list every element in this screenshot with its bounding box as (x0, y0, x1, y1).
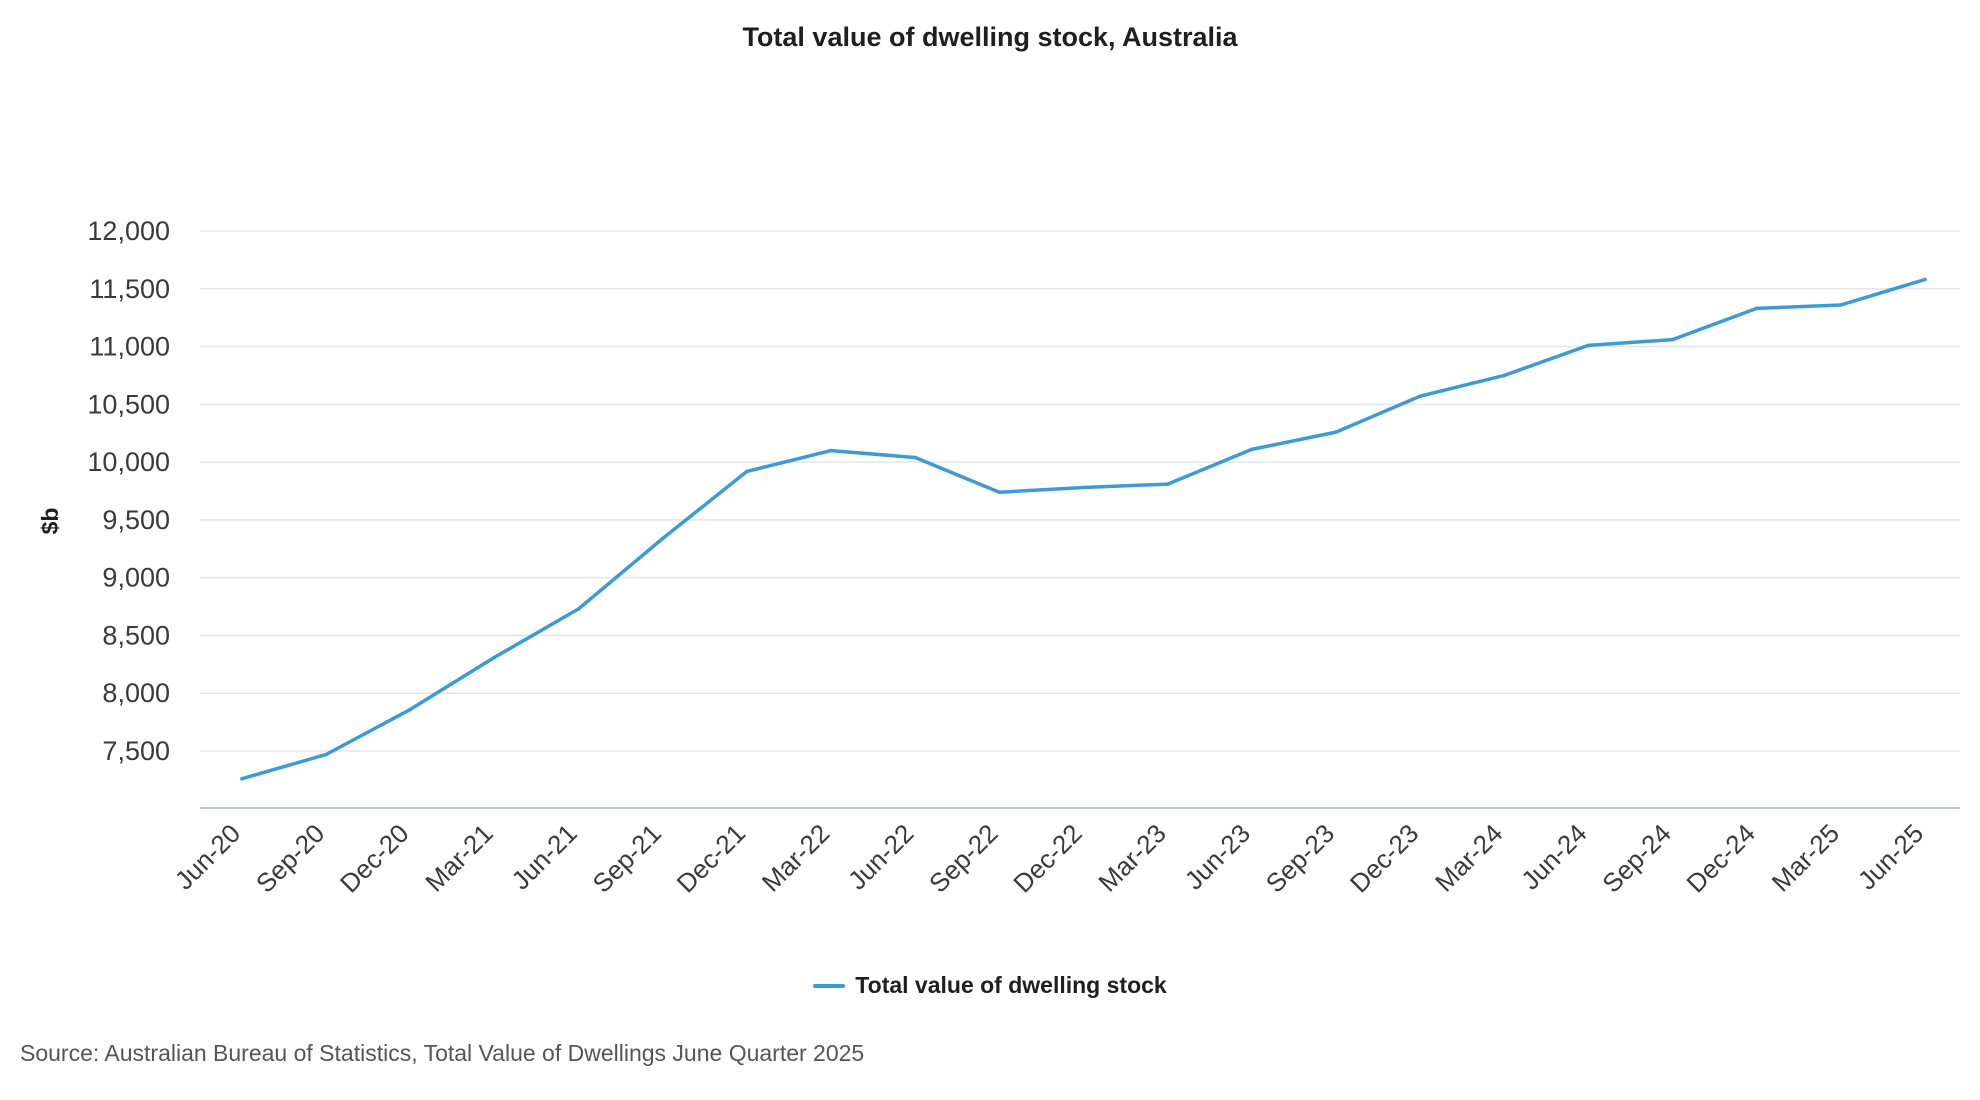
y-tick-label: 11,000 (89, 332, 170, 362)
data-point (324, 752, 328, 757)
data-point (1418, 394, 1422, 399)
x-tick-label: Sep-24 (1596, 818, 1676, 898)
y-tick-label: 8,500 (102, 620, 170, 650)
x-tick-label: Sep-23 (1260, 818, 1340, 898)
x-tick-label: Mar-22 (756, 818, 835, 897)
x-tick-label: Mar-21 (419, 818, 498, 897)
data-point (1839, 303, 1843, 307)
series-line (240, 277, 1927, 781)
data-point (913, 455, 917, 460)
x-tick-label: Mar-23 (1092, 818, 1171, 897)
data-point (576, 607, 581, 611)
chart-title: Total value of dwelling stock, Australia (742, 22, 1238, 52)
x-tick-label: Jun-24 (1515, 818, 1592, 895)
x-tick-label: Mar-24 (1429, 818, 1508, 897)
data-point (408, 707, 413, 712)
data-point (1334, 430, 1338, 434)
series-layer (240, 277, 1927, 781)
x-tick-label: Mar-25 (1766, 818, 1845, 897)
legend-label: Total value of dwelling stock (855, 972, 1167, 998)
data-point (660, 536, 665, 541)
data-point (1923, 277, 1927, 282)
data-point (1081, 485, 1086, 490)
data-point (492, 655, 497, 660)
x-tick-label: Dec-20 (334, 818, 414, 898)
data-point (1502, 373, 1507, 378)
data-point (240, 776, 244, 781)
x-tick-label: Jun-25 (1852, 818, 1929, 895)
x-tick-label: Jun-20 (169, 818, 246, 895)
x-tick-label: Dec-24 (1680, 818, 1760, 898)
y-tick-label: 8,000 (102, 678, 170, 708)
y-tick-label: 9,000 (102, 563, 170, 593)
source-note: Source: Australian Bureau of Statistics,… (20, 1040, 865, 1066)
y-axis-title: $b (37, 508, 63, 535)
data-point (1670, 337, 1675, 342)
x-tick-label: Jun-22 (842, 818, 919, 895)
data-point (1586, 343, 1591, 348)
y-tick-label: 11,500 (89, 274, 170, 304)
data-point (1250, 447, 1254, 452)
x-tick-label: Sep-22 (923, 818, 1003, 898)
legend-swatch (813, 983, 846, 988)
x-tick-label: Sep-21 (586, 818, 666, 898)
x-tick-label: Dec-23 (1344, 818, 1424, 898)
x-tick-label: Dec-22 (1007, 818, 1087, 898)
data-point (745, 469, 749, 474)
gridlines (200, 230, 1960, 752)
x-tick-label: Jun-21 (505, 818, 582, 895)
y-tick-label: 10,000 (87, 447, 170, 477)
x-tick-label: Dec-21 (671, 818, 751, 898)
data-point (997, 490, 1002, 494)
x-axis-ticks: Jun-20 Sep-20 Dec-20 Mar-21 Jun-21 Sep-21 Dec-… (169, 818, 1929, 898)
data-point (829, 448, 833, 453)
x-tick-label: Sep-20 (250, 818, 330, 898)
y-axis-ticks: 7,500 8,000 8,500 9,000 9,500 10,000 10,500 11,… (87, 216, 170, 766)
x-tick-label: Jun-23 (1179, 818, 1256, 895)
data-point (1165, 482, 1170, 486)
y-tick-label: 7,500 (102, 736, 170, 766)
y-tick-label: 10,500 (87, 389, 170, 419)
y-tick-label: 12,000 (87, 216, 170, 246)
data-point (1754, 306, 1759, 311)
y-tick-label: 9,500 (102, 505, 170, 535)
legend: Total value of dwelling stock (0, 972, 1980, 999)
